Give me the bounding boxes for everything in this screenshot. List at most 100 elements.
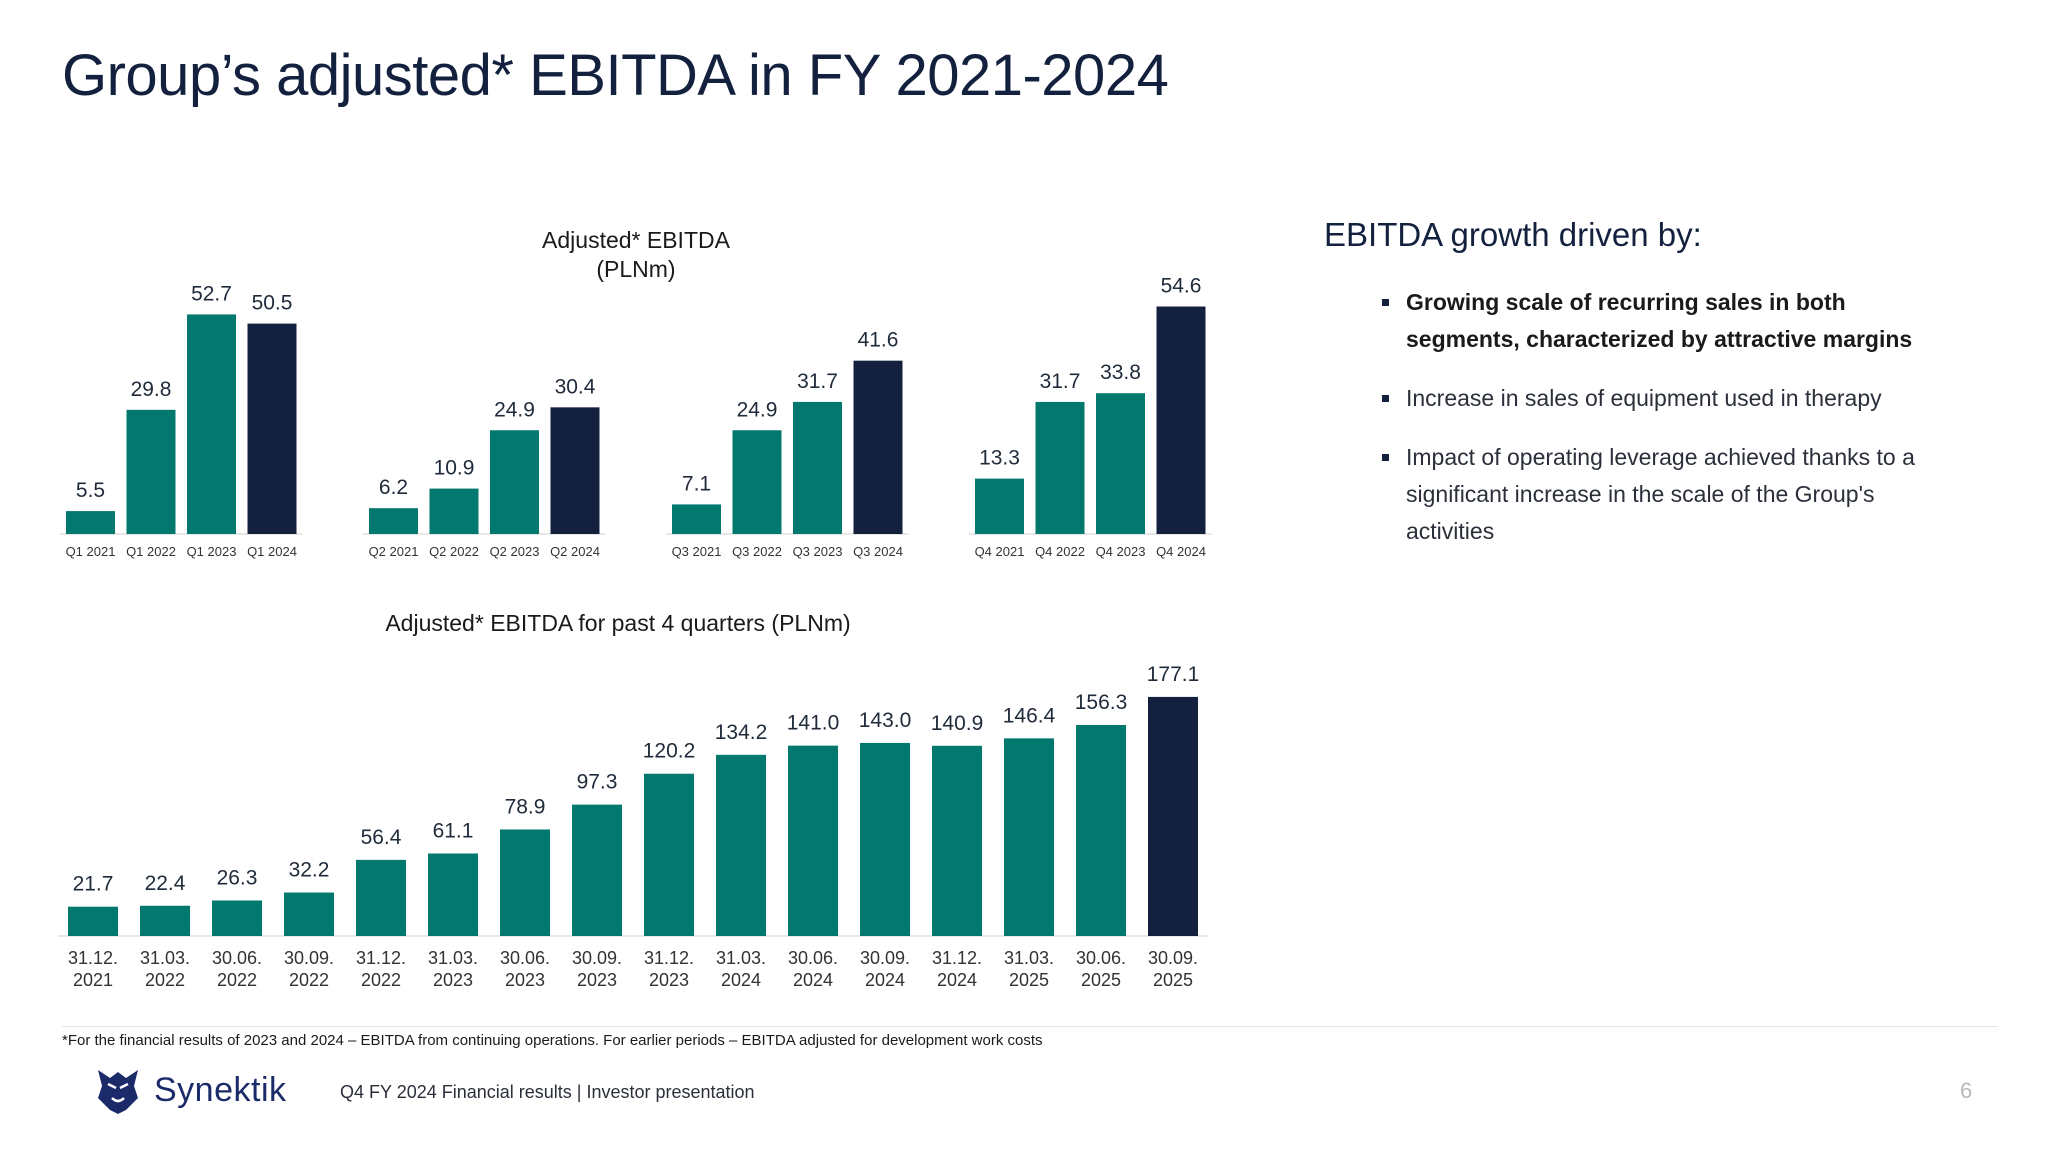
quarterly-value-label: 31.7 [1040, 370, 1081, 393]
ltm-tick-label-date: 31.12. [932, 948, 982, 968]
ltm-bar [68, 906, 118, 936]
ltm-tick-label-date: 30.09. [284, 948, 334, 968]
ltm-bar [500, 829, 550, 936]
ltm-tick-label-date: 31.03. [1004, 948, 1054, 968]
quarterly-value-label: 52.7 [191, 282, 232, 305]
ltm-bar [356, 859, 406, 936]
quarterly-value-label: 31.7 [797, 370, 838, 393]
drivers-list: Growing scale of recurring sales in both… [1324, 284, 1944, 550]
quarterly-bar [429, 488, 479, 534]
company-logo: Synektik [92, 1064, 287, 1116]
ltm-tick-label-year: 2022 [361, 970, 401, 990]
ltm-chart-title: Adjusted* EBITDA for past 4 quarters (PL… [385, 610, 850, 636]
quarterly-bar [126, 409, 176, 534]
ltm-bar [428, 853, 478, 936]
ltm-bar [212, 900, 262, 936]
driver-item: Impact of operating leverage achieved th… [1382, 439, 1944, 550]
ltm-tick-label-date: 31.12. [356, 948, 406, 968]
ltm-tick-label-year: 2024 [865, 970, 905, 990]
quarterly-tick-label: Q3 2022 [732, 544, 782, 559]
ltm-value-label: 78.9 [505, 795, 546, 818]
ltm-tick-label-year: 2021 [73, 970, 113, 990]
ltm-value-label: 32.2 [289, 859, 330, 882]
ltm-tick-label-year: 2022 [217, 970, 257, 990]
quarterly-value-label: 6.2 [379, 476, 408, 499]
ltm-tick-label-date: 30.09. [1148, 948, 1198, 968]
lion-head-icon [98, 1070, 138, 1114]
quarterly-bar [853, 360, 903, 534]
quarterly-bar [1096, 393, 1145, 534]
drivers-panel: EBITDA growth driven by: Growing scale o… [1324, 216, 1944, 572]
footnote-divider [62, 1026, 1998, 1027]
ltm-tick-label-date: 30.06. [500, 948, 550, 968]
quarterly-value-label: 33.8 [1100, 361, 1141, 384]
quarterly-bar [732, 430, 782, 534]
quarterly-value-label: 10.9 [434, 457, 475, 480]
logo-text: Synektik [154, 1070, 287, 1109]
ltm-bar [284, 892, 334, 936]
quarterly-bar [247, 323, 297, 534]
ltm-tick-label-year: 2024 [793, 970, 833, 990]
ltm-value-label: 21.7 [73, 873, 114, 896]
quarterly-value-label: 54.6 [1161, 275, 1202, 298]
ltm-value-label: 134.2 [715, 721, 768, 744]
page-number: 6 [1960, 1078, 1973, 1103]
ltm-tick-label-date: 31.03. [428, 948, 478, 968]
ltm-bar [1076, 724, 1126, 936]
quarterly-value-label: 50.5 [252, 292, 293, 315]
quarterly-value-label: 30.4 [555, 375, 596, 398]
quarterly-tick-label: Q4 2022 [1035, 544, 1085, 559]
ltm-value-label: 177.1 [1147, 663, 1200, 686]
ltm-value-label: 120.2 [643, 740, 696, 763]
quarterly-chart-title: Adjusted* EBITDA [542, 227, 731, 253]
quarterly-value-label: 41.6 [858, 329, 899, 352]
footnote: *For the financial results of 2023 and 2… [62, 1032, 1043, 1049]
quarterly-tick-label: Q4 2023 [1096, 544, 1146, 559]
quarterly-tick-label: Q4 2024 [1156, 544, 1206, 559]
ltm-bar [140, 905, 190, 936]
ltm-tick-label-year: 2023 [433, 970, 473, 990]
drivers-heading: EBITDA growth driven by: [1324, 216, 1702, 253]
ltm-tick-label-date: 31.03. [716, 948, 766, 968]
ltm-tick-label-year: 2022 [145, 970, 185, 990]
quarterly-tick-label: Q3 2021 [672, 544, 722, 559]
page-title: Group’s adjusted* EBITDA in FY 2021-2024 [62, 43, 1169, 108]
quarterly-bar [793, 401, 842, 534]
quarterly-bar [490, 430, 539, 534]
ltm-tick-label-date: 30.09. [860, 948, 910, 968]
ltm-bar [572, 804, 622, 936]
quarterly-value-label: 5.5 [76, 479, 105, 502]
quarterly-value-label: 24.9 [494, 398, 535, 421]
quarterly-tick-label: Q3 2023 [793, 544, 843, 559]
quarterly-bar [672, 504, 721, 534]
ltm-bar [1148, 696, 1198, 936]
ltm-tick-label-date: 30.06. [1076, 948, 1126, 968]
quarterly-bar [187, 314, 236, 534]
ltm-tick-label-year: 2024 [937, 970, 977, 990]
quarterly-tick-label: Q3 2024 [853, 544, 903, 559]
ltm-bar [716, 754, 766, 936]
ltm-value-label: 146.4 [1003, 704, 1056, 727]
ltm-tick-label-date: 31.12. [68, 948, 118, 968]
quarterly-value-label: 24.9 [737, 398, 778, 421]
ltm-tick-label-year: 2023 [505, 970, 545, 990]
ltm-bar [1004, 738, 1054, 936]
ltm-value-label: 61.1 [433, 820, 474, 843]
ltm-tick-label-year: 2025 [1009, 970, 1049, 990]
driver-item: Growing scale of recurring sales in both… [1382, 284, 1944, 358]
quarterly-bar [1156, 306, 1206, 534]
ltm-bar [860, 742, 910, 936]
ltm-value-label: 141.0 [787, 712, 840, 735]
footer-presentation-text: Q4 FY 2024 Financial results | Investor … [340, 1082, 755, 1102]
quarterly-chart-title-unit: (PLNm) [596, 256, 675, 282]
ltm-value-label: 143.0 [859, 709, 912, 732]
quarterly-bar [66, 511, 115, 534]
ltm-bar [644, 773, 694, 936]
ltm-tick-label-date: 30.06. [212, 948, 262, 968]
quarterly-value-label: 29.8 [131, 378, 172, 401]
ltm-value-label: 22.4 [145, 872, 186, 895]
ltm-tick-label-date: 31.12. [644, 948, 694, 968]
quarterly-tick-label: Q2 2023 [490, 544, 540, 559]
ltm-bar [932, 745, 982, 936]
